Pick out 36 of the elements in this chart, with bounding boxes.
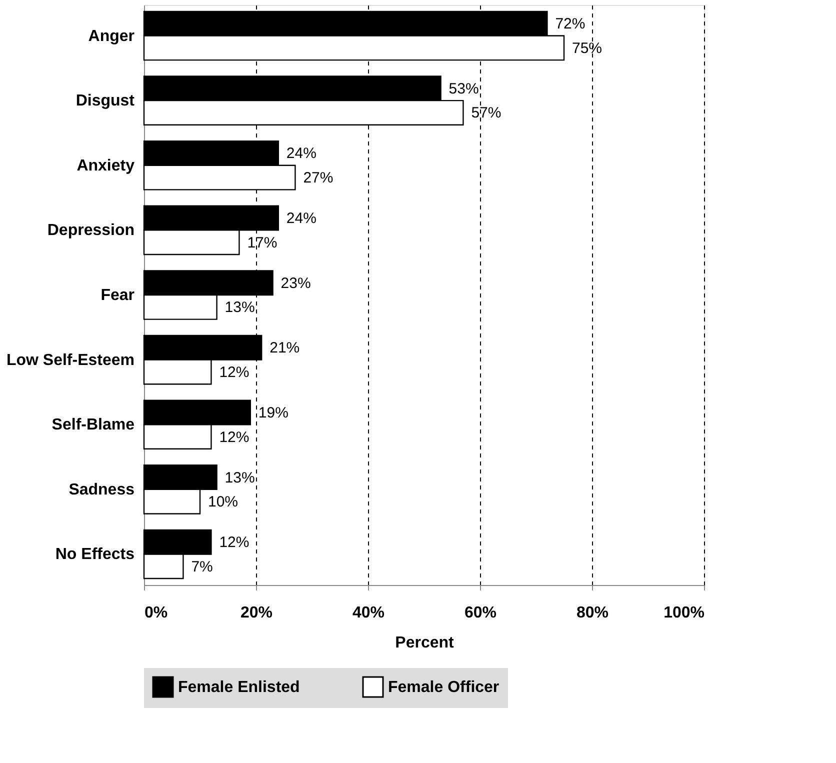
x-tick-label: 60% — [464, 604, 497, 622]
legend-label: Female Officer — [388, 679, 500, 696]
data-label: 53% — [448, 80, 479, 98]
x-tick-label: 0% — [144, 604, 168, 622]
data-label: 12% — [219, 534, 250, 552]
data-label: 23% — [280, 274, 311, 292]
x-tick-label: 80% — [576, 604, 609, 622]
data-label: 10% — [208, 494, 238, 511]
data-label: 12% — [219, 364, 250, 381]
data-label: 72% — [555, 16, 586, 33]
data-label: 75% — [572, 40, 602, 57]
data-label: 27% — [303, 170, 334, 187]
data-label: 24% — [286, 145, 316, 162]
data-label: 17% — [247, 234, 278, 252]
y-tick-label: Fear — [100, 287, 134, 304]
data-label: 13% — [224, 469, 255, 486]
data-label: 19% — [258, 404, 288, 422]
y-tick-label: Sadness — [68, 481, 135, 498]
x-tick-label: 40% — [352, 604, 385, 622]
x-tick-label: 20% — [240, 604, 273, 622]
y-tick-label: Self-Blame — [52, 416, 135, 434]
x-axis-title: Percent — [395, 634, 455, 652]
y-tick-label: Low Self-Esteem — [6, 352, 134, 369]
y-tick-label: Depression — [47, 222, 134, 240]
data-label: 24% — [286, 210, 316, 228]
data-label: 7% — [191, 558, 213, 576]
y-tick-label: Anger — [88, 28, 134, 45]
y-tick-label: Disgust — [76, 92, 136, 110]
legend-label: Female Enlisted — [178, 679, 300, 696]
x-tick-label: 100% — [664, 604, 704, 622]
data-label: 12% — [219, 428, 250, 446]
y-tick-label: Anxiety — [76, 157, 135, 174]
data-label: 13% — [224, 299, 255, 316]
data-label: 21% — [270, 340, 300, 357]
y-tick-label: No Effects — [55, 546, 135, 564]
data-label: 57% — [471, 104, 502, 122]
